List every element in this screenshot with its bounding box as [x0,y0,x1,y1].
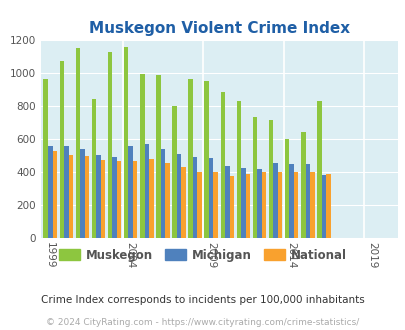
Bar [128,146,133,238]
Bar [75,48,80,238]
Legend: Muskegon, Michigan, National: Muskegon, Michigan, National [54,244,351,266]
Text: Crime Index corresponds to incidents per 100,000 inhabitants: Crime Index corresponds to incidents per… [41,295,364,305]
Bar [112,157,117,238]
Bar [188,79,192,238]
Bar [197,172,201,238]
Bar [220,92,224,238]
Bar [325,174,330,238]
Bar [117,161,121,238]
Bar [229,176,233,238]
Bar [60,61,64,238]
Bar [156,75,160,238]
Bar [252,117,257,238]
Bar [108,52,112,238]
Bar [43,79,48,238]
Bar [273,163,277,238]
Bar [144,145,149,238]
Bar [204,81,209,238]
Bar [176,154,181,238]
Bar [133,161,137,238]
Bar [80,148,85,238]
Bar [140,74,144,238]
Bar [172,106,176,238]
Bar [48,146,52,238]
Bar [257,169,261,238]
Bar [52,151,57,238]
Bar [277,172,281,238]
Bar [160,148,165,238]
Bar [309,172,314,238]
Bar [181,167,185,238]
Bar [268,120,273,238]
Bar [192,157,197,238]
Bar [316,102,321,238]
Text: © 2024 CityRating.com - https://www.cityrating.com/crime-statistics/: © 2024 CityRating.com - https://www.city… [46,318,359,327]
Bar [236,102,241,238]
Bar [293,172,298,238]
Bar [284,139,289,238]
Bar [209,158,213,238]
Bar [92,99,96,238]
Bar [124,47,128,238]
Bar [165,163,169,238]
Bar [241,168,245,238]
Bar [64,146,68,238]
Bar [100,160,105,238]
Bar [305,164,309,238]
Bar [224,166,229,238]
Bar [245,174,249,238]
Bar [321,175,325,238]
Title: Muskegon Violent Crime Index: Muskegon Violent Crime Index [88,21,349,36]
Bar [213,172,217,238]
Bar [96,155,100,238]
Bar [68,155,73,238]
Bar [289,164,293,238]
Bar [261,172,266,238]
Bar [85,156,89,238]
Bar [149,159,153,238]
Bar [300,132,305,238]
